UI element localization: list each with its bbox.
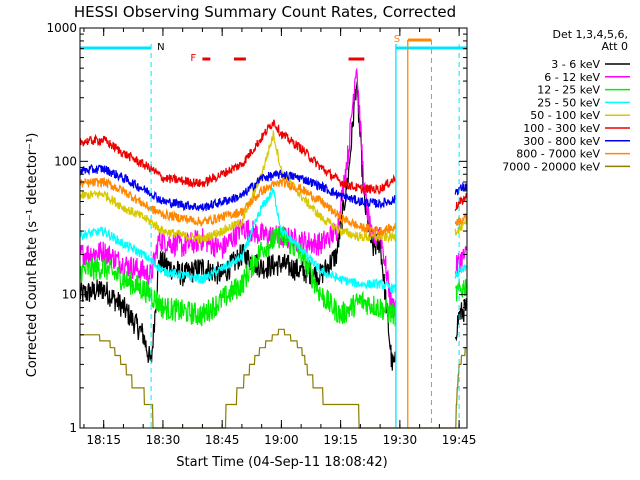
saa-marker-label: S (394, 34, 400, 45)
legend-entry-label: 6 - 12 keV (544, 71, 600, 84)
x-tick-label: 19:15 (323, 433, 358, 447)
y-tick-label: 100 (54, 154, 77, 168)
series-line-25-50keV (79, 188, 468, 295)
x-tick-label: 19:00 (264, 433, 299, 447)
legend-entry-label: 25 - 50 keV (537, 96, 600, 109)
legend-entry-label: 3 - 6 keV (551, 58, 600, 71)
axes: 18:15 18:30 18:45 19:00 19:15 19:30 19:45 1 10 10… (46, 21, 476, 447)
x-tick-label: 18:45 (205, 433, 240, 447)
x-tick-label: 18:30 (146, 433, 181, 447)
plot-frame (79, 27, 468, 429)
y-tick-label: 10 (62, 288, 77, 302)
y-tick-label: 1 (69, 421, 77, 435)
legend-entry-label: 100 - 300 keV (523, 122, 600, 135)
x-axis-label: Start Time (04-Sep-11 18:08:42) (176, 455, 387, 470)
legend-entry-label: 12 - 25 keV (537, 84, 600, 97)
series-line-12-25keV (79, 226, 468, 327)
status-markers: N S F (80, 34, 467, 428)
legend-header-line: Det 1,3,4,5,6, (552, 28, 628, 41)
chart-title: HESSI Observing Summary Count Rates, Cor… (74, 3, 456, 21)
y-axis-label: Corrected Count Rate (s⁻¹ detector⁻¹) (25, 133, 40, 378)
legend-entry-label: 300 - 800 keV (523, 135, 600, 148)
x-tick-label: 19:45 (442, 433, 477, 447)
legend-entry-label: 50 - 100 keV (530, 109, 600, 122)
legend-entry-label: 7000 - 20000 keV (502, 160, 600, 173)
flare-marker-label: F (190, 53, 196, 64)
legend-entry-label: 800 - 7000 keV (516, 148, 600, 161)
series-line-50-100keV (79, 130, 468, 246)
plot-area (79, 67, 468, 429)
legend-header-line: Att 0 (602, 40, 628, 53)
x-tick-label: 19:30 (383, 433, 418, 447)
series-line-300-800keV (79, 163, 468, 213)
y-tick-label: 1000 (46, 21, 77, 35)
x-tick-label: 18:15 (86, 433, 121, 447)
night-marker-label: N (157, 42, 164, 53)
